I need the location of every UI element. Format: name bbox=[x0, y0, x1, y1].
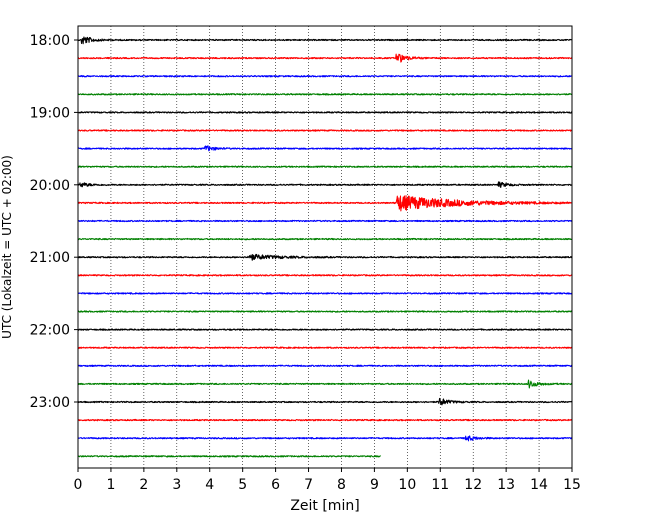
trace-line bbox=[77, 237, 573, 241]
trace-line bbox=[77, 36, 573, 45]
trace-line bbox=[77, 253, 573, 261]
y-axis-label: UTC (Lokalzeit = UTC + 02:00) bbox=[0, 155, 14, 339]
y-tick-label: 19:00 bbox=[30, 105, 70, 121]
trace-line bbox=[77, 219, 573, 223]
y-tick-label: 20:00 bbox=[30, 178, 70, 194]
x-tick-label: 8 bbox=[337, 477, 346, 493]
y-axis: 18:00 19:00 20:00 21:00 22:00 23:00 bbox=[30, 33, 78, 411]
y-tick-label: 23:00 bbox=[30, 395, 70, 411]
x-tick-label: 0 bbox=[74, 477, 83, 493]
trace-line bbox=[77, 364, 573, 368]
trace-line bbox=[77, 53, 573, 63]
x-tick-label: 15 bbox=[563, 477, 581, 493]
x-tick-label: 7 bbox=[304, 477, 313, 493]
trace-line bbox=[77, 397, 573, 406]
trace-line bbox=[77, 111, 573, 114]
trace-line bbox=[77, 455, 382, 458]
y-tick-label: 21:00 bbox=[30, 250, 70, 266]
trace-line bbox=[77, 292, 573, 295]
trace-line bbox=[77, 181, 573, 188]
trace-line bbox=[77, 328, 573, 331]
trace-line bbox=[77, 145, 573, 152]
trace-line bbox=[77, 74, 573, 78]
plot-frame bbox=[77, 25, 573, 469]
y-tick-label: 18:00 bbox=[30, 33, 70, 49]
x-tick-label: 4 bbox=[205, 477, 214, 493]
trace-line bbox=[77, 346, 573, 349]
x-axis: 0 1 2 3 4 5 6 7 8 9 10 11 12 13 14 15 bbox=[74, 468, 581, 493]
x-tick-label: 9 bbox=[370, 477, 379, 493]
x-tick-label: 10 bbox=[398, 477, 416, 493]
x-tick-label: 3 bbox=[172, 477, 181, 493]
x-tick-label: 1 bbox=[106, 477, 115, 493]
trace-line bbox=[77, 435, 573, 442]
x-tick-label: 12 bbox=[464, 477, 482, 493]
trace-line bbox=[77, 129, 573, 132]
trace-line bbox=[77, 310, 573, 313]
trace-line bbox=[77, 195, 573, 212]
x-tick-label: 6 bbox=[271, 477, 280, 493]
x-axis-label: Zeit [min] bbox=[290, 498, 359, 514]
x-tick-label: 2 bbox=[139, 477, 148, 493]
trace-line bbox=[77, 93, 573, 96]
seismogram-traces bbox=[77, 36, 573, 458]
trace-line bbox=[77, 274, 573, 277]
trace-line bbox=[77, 379, 573, 389]
y-tick-label: 22:00 bbox=[30, 323, 70, 339]
trace-line bbox=[77, 165, 573, 168]
x-tick-label: 11 bbox=[431, 477, 449, 493]
x-tick-label: 5 bbox=[238, 477, 247, 493]
x-tick-label: 13 bbox=[497, 477, 515, 493]
x-tick-label: 14 bbox=[530, 477, 548, 493]
trace-line bbox=[77, 418, 573, 422]
